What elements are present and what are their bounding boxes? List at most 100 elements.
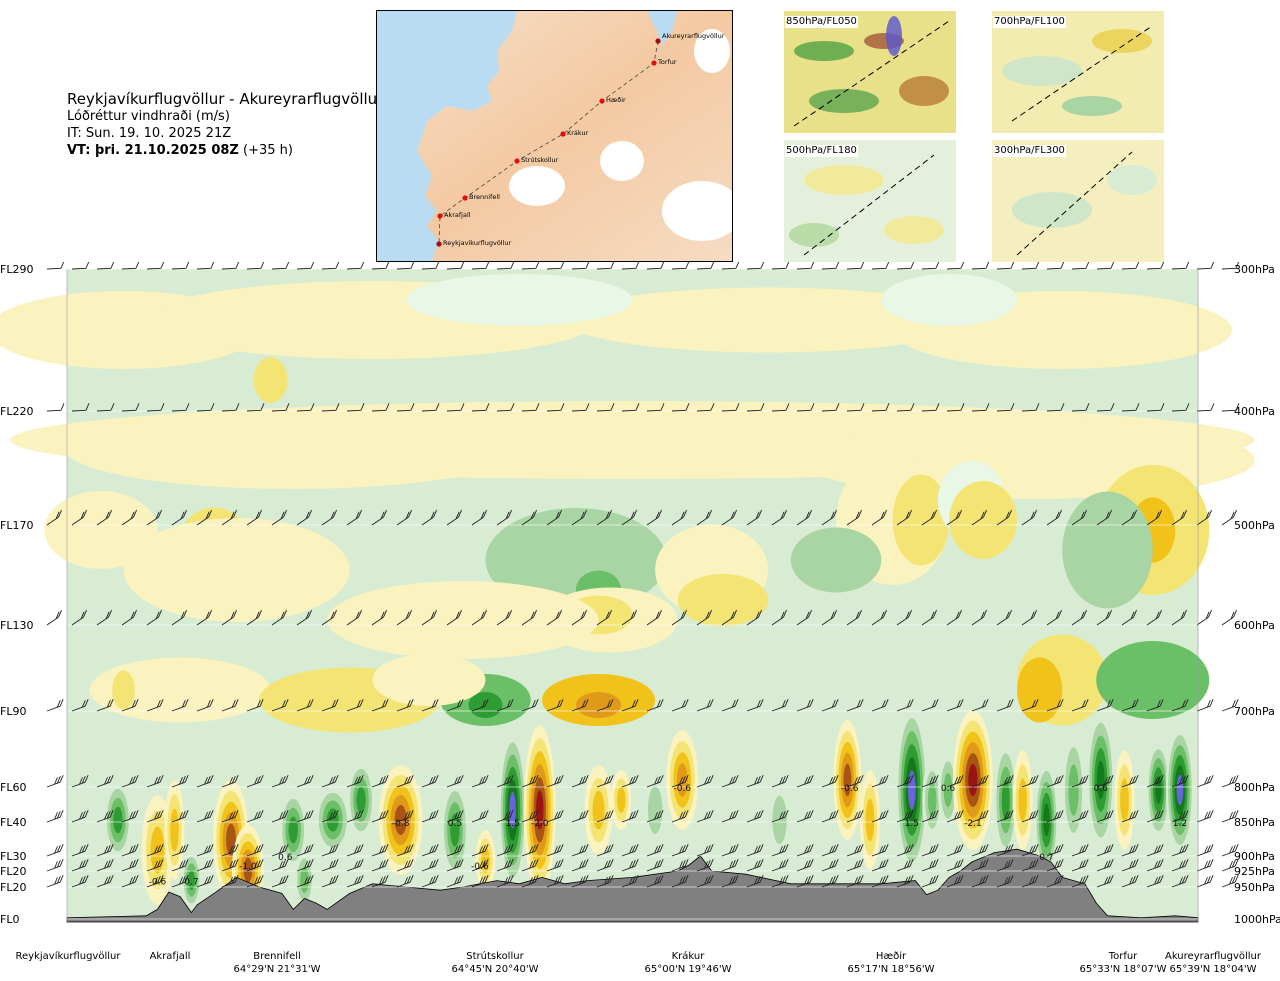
wind-barb bbox=[896, 262, 915, 270]
thumb-850[interactable]: 850hPa/FL050 bbox=[784, 11, 956, 133]
wind-barb bbox=[1071, 875, 1089, 888]
wind-barb bbox=[746, 859, 764, 872]
wind-barb bbox=[246, 844, 264, 857]
wind-barb bbox=[521, 775, 539, 788]
wind-barb bbox=[971, 262, 990, 270]
wind-barb bbox=[996, 509, 1012, 526]
wind-barb bbox=[496, 262, 515, 270]
wind-barb bbox=[246, 859, 264, 872]
wind-barb bbox=[221, 609, 237, 626]
wind-barb bbox=[996, 403, 1015, 412]
wind-barb bbox=[196, 509, 212, 526]
wind-barb bbox=[996, 859, 1014, 872]
wind-barb bbox=[746, 775, 764, 788]
wind-barb bbox=[546, 775, 564, 788]
waypoint-label: Hæðir bbox=[606, 96, 626, 104]
wind-barb bbox=[96, 262, 115, 270]
wind-barb bbox=[696, 875, 714, 888]
hpa-tick-label: 400hPa bbox=[1234, 405, 1275, 418]
wind-barb bbox=[471, 810, 489, 823]
wind-barb bbox=[96, 775, 114, 788]
wind-barb bbox=[196, 859, 214, 872]
wind-barb bbox=[671, 403, 690, 412]
field-region bbox=[677, 574, 769, 626]
wind-barb bbox=[221, 403, 240, 412]
wind-barb bbox=[496, 609, 512, 626]
wind-barb bbox=[321, 509, 337, 526]
field-region bbox=[253, 357, 288, 403]
wind-barb bbox=[71, 609, 87, 626]
wind-barb bbox=[321, 403, 340, 412]
wind-barb bbox=[996, 844, 1014, 857]
station-label: Torfur bbox=[1108, 951, 1138, 962]
wind-barb bbox=[871, 699, 889, 712]
wind-barb bbox=[1221, 844, 1239, 857]
wind-barb bbox=[871, 403, 890, 412]
wind-barb bbox=[96, 509, 112, 526]
wind-barb bbox=[471, 262, 490, 270]
wind-barb bbox=[871, 609, 887, 626]
vertical-motion-cell bbox=[188, 870, 195, 890]
wind-barb bbox=[796, 509, 812, 526]
vertical-motion-cell bbox=[908, 770, 916, 810]
wind-barb bbox=[996, 810, 1014, 823]
wind-barb bbox=[1171, 609, 1187, 626]
wind-barb bbox=[121, 875, 139, 888]
thumb-700[interactable]: 700hPa/FL100 bbox=[992, 11, 1164, 133]
wind-barb bbox=[796, 609, 812, 626]
wind-barb bbox=[1171, 844, 1189, 857]
wind-barb bbox=[471, 509, 487, 526]
wind-barb bbox=[821, 509, 837, 526]
wind-barb bbox=[396, 609, 412, 626]
wind-barb bbox=[121, 609, 137, 626]
station-coordinate: 64°45'N 20°40'W bbox=[451, 964, 539, 975]
initial-time: IT: Sun. 19. 10. 2025 21Z bbox=[67, 126, 232, 141]
wind-barb bbox=[821, 403, 840, 412]
wind-barb bbox=[121, 810, 139, 823]
wind-barb bbox=[721, 699, 739, 712]
wind-barb bbox=[696, 609, 712, 626]
wind-barb bbox=[921, 775, 939, 788]
wind-barb bbox=[721, 775, 739, 788]
wind-barb bbox=[496, 875, 514, 888]
wind-barb bbox=[496, 810, 514, 823]
hpa-tick-label: 500hPa bbox=[1234, 519, 1275, 532]
value-annotation: -1.0 bbox=[239, 862, 257, 872]
wind-barb bbox=[1046, 844, 1064, 857]
wind-barb bbox=[1071, 403, 1090, 412]
wind-barb bbox=[346, 775, 364, 788]
thumb-300[interactable]: 300hPa/FL300 bbox=[992, 140, 1164, 262]
wind-barb bbox=[571, 875, 589, 888]
wind-barb bbox=[221, 262, 240, 270]
wind-barb bbox=[421, 609, 437, 626]
wind-barb bbox=[1046, 609, 1062, 626]
wind-barb bbox=[721, 509, 737, 526]
wind-barb bbox=[571, 844, 589, 857]
wind-barb bbox=[646, 699, 664, 712]
fl-tick-label: FL60 bbox=[0, 781, 27, 794]
wind-barb bbox=[121, 844, 139, 857]
wind-barb bbox=[671, 699, 689, 712]
wind-barb bbox=[396, 859, 414, 872]
wind-barb bbox=[1171, 859, 1189, 872]
value-annotation: 0.6 bbox=[941, 784, 956, 794]
thumb-500[interactable]: 500hPa/FL180 bbox=[784, 140, 956, 262]
vertical-motion-cell bbox=[592, 790, 605, 830]
wind-barb bbox=[621, 859, 639, 872]
wind-barb bbox=[296, 403, 315, 412]
wind-barb bbox=[521, 875, 539, 888]
wind-barb bbox=[846, 859, 864, 872]
wind-barb bbox=[1171, 699, 1189, 712]
wind-barb bbox=[421, 810, 439, 823]
wind-barb bbox=[1221, 403, 1240, 412]
wind-barb bbox=[296, 875, 314, 888]
station-label: Brennifell bbox=[253, 951, 301, 962]
wind-barb bbox=[596, 609, 612, 626]
wind-barb bbox=[1046, 859, 1064, 872]
wind-barb bbox=[846, 875, 864, 888]
wind-barb bbox=[596, 859, 614, 872]
wind-barb bbox=[1146, 844, 1164, 857]
wind-barb bbox=[571, 859, 589, 872]
wind-barb bbox=[296, 810, 314, 823]
wind-barb bbox=[121, 775, 139, 788]
